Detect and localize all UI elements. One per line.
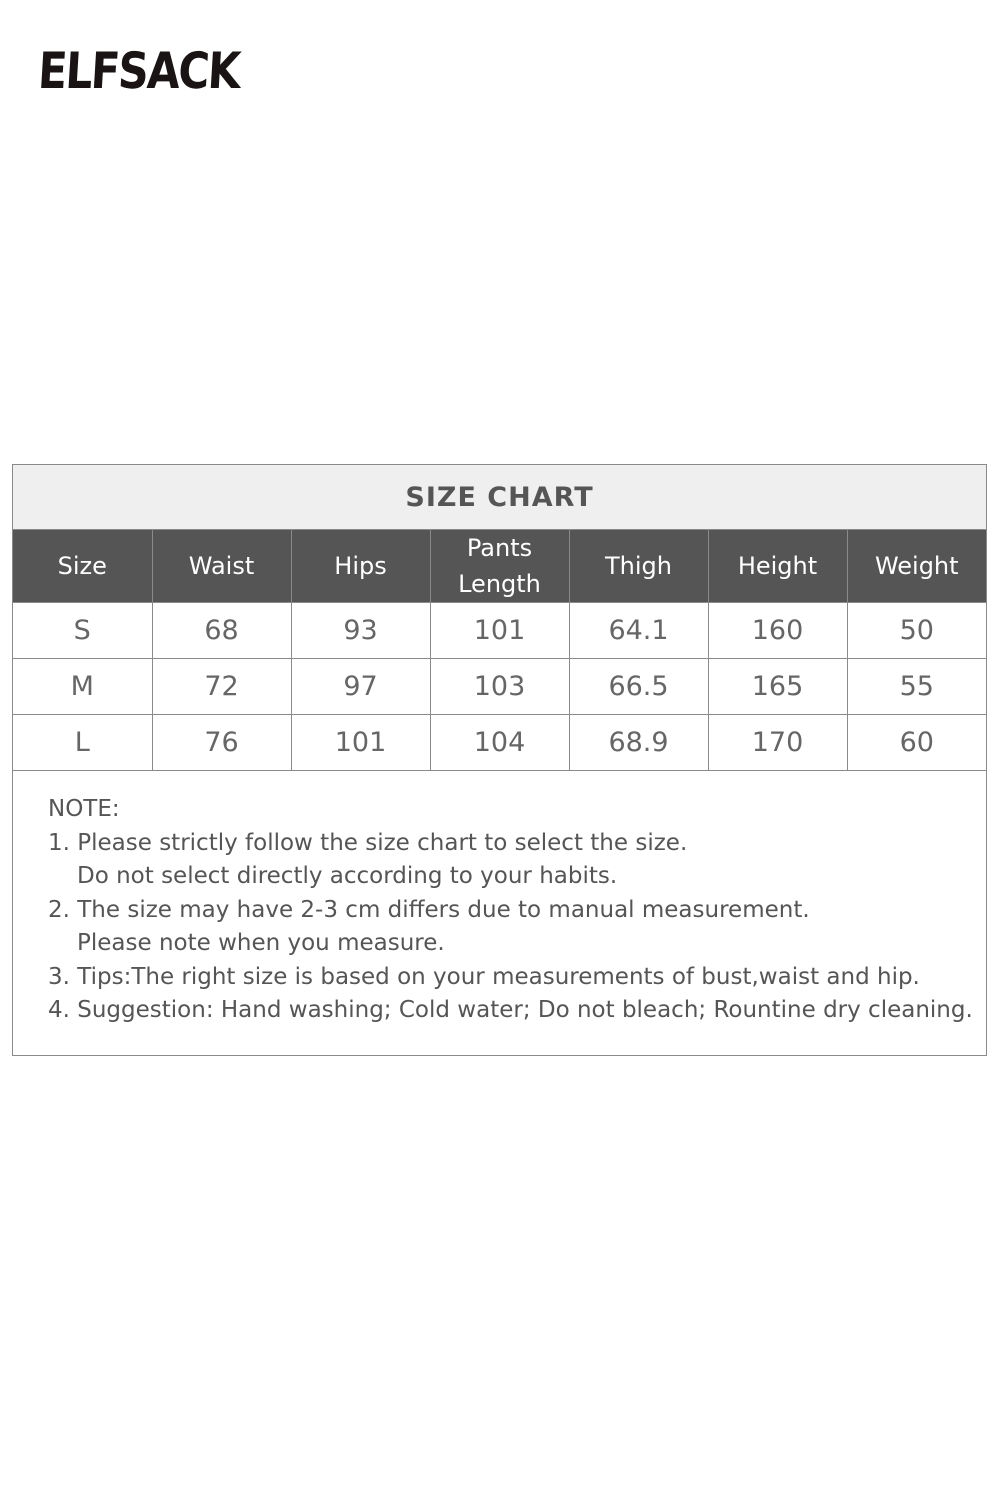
table-cell: L — [13, 714, 152, 771]
table-cell: 66.5 — [568, 658, 708, 715]
brand-logo: ELFSACK — [37, 42, 241, 114]
table-cell: 101 — [290, 714, 430, 771]
size-chart-title: SIZE CHART — [13, 465, 986, 530]
table-cell: 97 — [290, 658, 430, 715]
table-row: L 76 101 104 68.9 170 60 — [13, 714, 986, 771]
notes-heading: NOTE: — [48, 796, 120, 822]
table-cell: 64.1 — [568, 602, 708, 659]
note-line: 4. Suggestion: Hand washing; Cold water;… — [48, 997, 973, 1023]
table-cell: S — [13, 602, 152, 659]
column-header: Size — [13, 530, 152, 603]
table-cell: 101 — [429, 602, 569, 659]
note-line: Do not select directly according to your… — [77, 863, 618, 889]
table-cell: 76 — [151, 714, 291, 771]
table-cell: 170 — [707, 714, 847, 771]
column-header: Weight — [846, 530, 986, 603]
note-line: Please note when you measure. — [77, 930, 445, 956]
column-header: Pants Length — [429, 530, 569, 603]
table-cell: 72 — [151, 658, 291, 715]
note-line: 1. Please strictly follow the size chart… — [48, 829, 688, 856]
table-row: M 72 97 103 66.5 165 55 — [13, 658, 986, 715]
note-line: 2. The size may have 2-3 cm differs due … — [48, 896, 810, 923]
table-cell: 165 — [707, 658, 847, 715]
table-row: S 68 93 101 64.1 160 50 — [13, 602, 986, 659]
table-cell: 50 — [846, 602, 986, 659]
table-cell: 55 — [846, 658, 986, 715]
table-cell: 60 — [846, 714, 986, 771]
table-cell: 104 — [429, 714, 569, 771]
note-line: 3. Tips:The right size is based on your … — [48, 963, 920, 990]
table-cell: 160 — [707, 602, 847, 659]
brand-logo-text: ELFSACK — [36, 42, 241, 100]
column-header: Height — [707, 530, 847, 603]
header-row: Size Waist Hips Pants Length Thigh Height Weig… — [13, 530, 986, 603]
column-header: Waist — [151, 530, 291, 603]
table-cell: M — [13, 658, 152, 715]
column-header: Hips — [290, 530, 430, 603]
notes: NOTE: 1. Please strictly follow the size… — [13, 771, 986, 1028]
table-cell: 68 — [151, 602, 291, 659]
table-cell: 68.9 — [568, 714, 708, 771]
size-chart: SIZE CHART Size Waist Hips Pants Length Thig… — [12, 464, 987, 1056]
table-cell: 103 — [429, 658, 569, 715]
column-header: Thigh — [568, 530, 708, 603]
size-table: Size Waist Hips Pants Length Thigh Height Weig… — [13, 530, 986, 771]
table-cell: 93 — [290, 602, 430, 659]
